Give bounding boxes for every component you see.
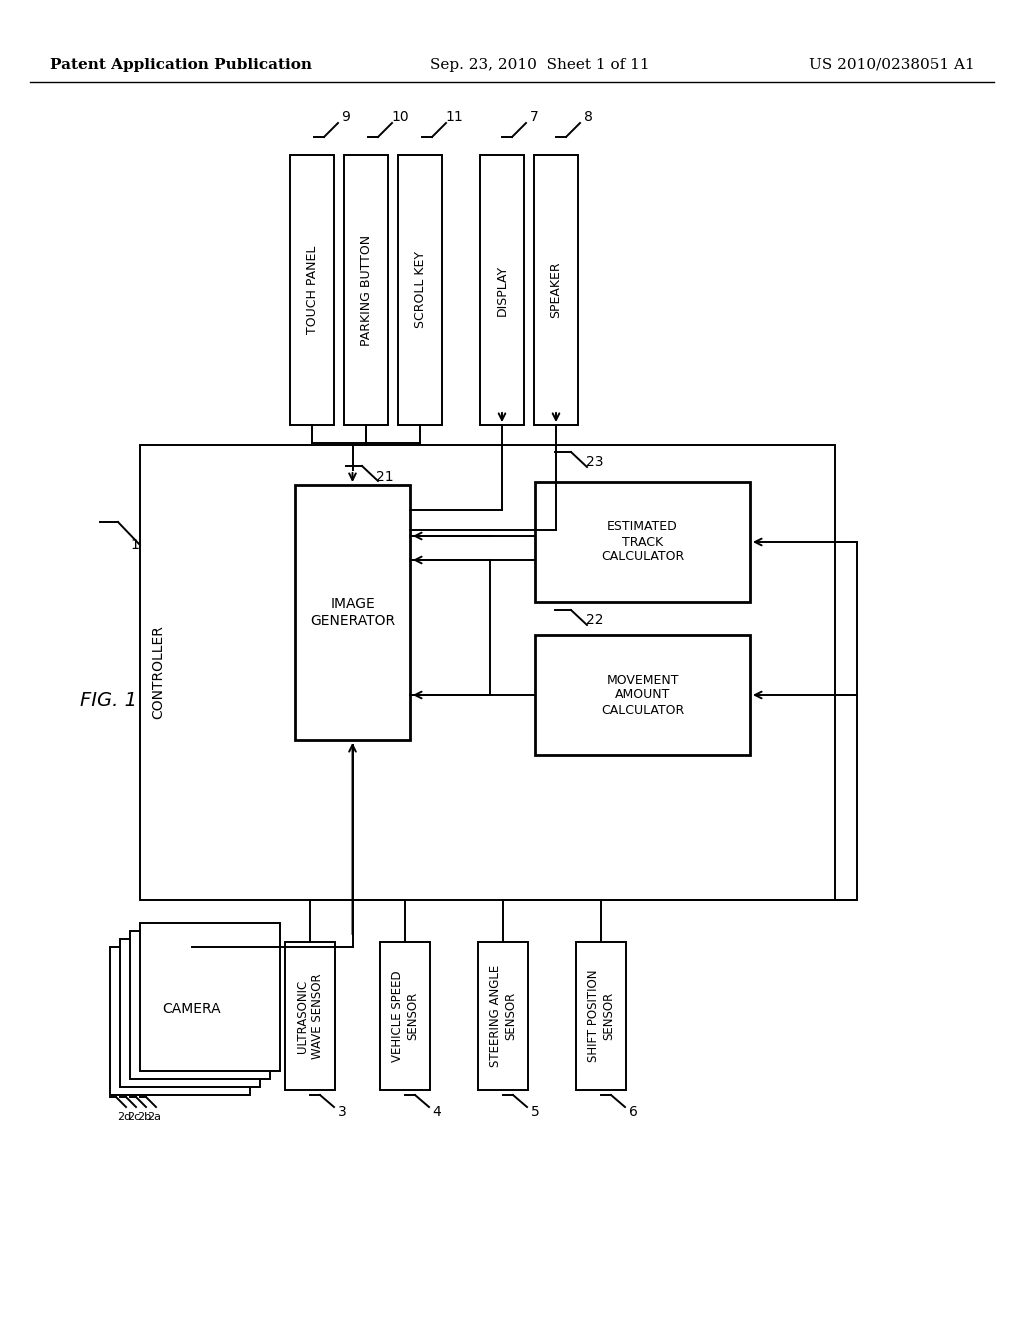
Text: MOVEMENT
AMOUNT
CALCULATOR: MOVEMENT AMOUNT CALCULATOR — [601, 673, 684, 717]
Text: 8: 8 — [584, 110, 593, 124]
Text: 23: 23 — [587, 455, 604, 469]
Bar — [575, 942, 626, 1090]
Text: ESTIMATED
TRACK
CALCULATOR: ESTIMATED TRACK CALCULATOR — [601, 520, 684, 564]
Bar — [480, 154, 524, 425]
Bar — [380, 942, 430, 1090]
Text: Patent Application Publication: Patent Application Publication — [50, 58, 312, 73]
Bar — [535, 635, 750, 755]
Bar — [130, 931, 270, 1078]
Text: SCROLL KEY: SCROLL KEY — [414, 252, 427, 329]
Text: PARKING BUTTON: PARKING BUTTON — [359, 235, 373, 346]
Bar — [290, 154, 334, 425]
Bar — [140, 445, 835, 900]
Bar — [285, 942, 335, 1090]
Text: 4: 4 — [432, 1105, 441, 1119]
Text: 6: 6 — [629, 1105, 637, 1119]
Text: 3: 3 — [338, 1105, 346, 1119]
Text: SPEAKER: SPEAKER — [550, 261, 562, 318]
Text: 2c: 2c — [127, 1111, 140, 1122]
Text: 21: 21 — [376, 470, 394, 484]
Bar — [534, 154, 578, 425]
Text: 10: 10 — [391, 110, 409, 124]
Text: SHIFT POSITION
SENSOR: SHIFT POSITION SENSOR — [587, 970, 615, 1063]
Bar — [140, 923, 280, 1071]
Bar — [110, 946, 250, 1096]
Text: 2d: 2d — [117, 1111, 131, 1122]
Bar — [398, 154, 442, 425]
Text: 2b: 2b — [137, 1111, 152, 1122]
Text: STEERING ANGLE
SENSOR: STEERING ANGLE SENSOR — [489, 965, 517, 1067]
Text: 5: 5 — [530, 1105, 540, 1119]
Bar — [295, 484, 410, 741]
Text: 9: 9 — [342, 110, 350, 124]
Text: ULTRASONIC
WAVE SENSOR: ULTRASONIC WAVE SENSOR — [296, 973, 324, 1059]
Text: 7: 7 — [529, 110, 539, 124]
Bar — [478, 942, 528, 1090]
Text: VEHICLE SPEED
SENSOR: VEHICLE SPEED SENSOR — [391, 970, 419, 1061]
Text: 11: 11 — [445, 110, 463, 124]
Text: 22: 22 — [587, 612, 604, 627]
Text: CONTROLLER: CONTROLLER — [151, 626, 165, 719]
Text: CAMERA: CAMERA — [163, 1002, 221, 1016]
Text: Sep. 23, 2010  Sheet 1 of 11: Sep. 23, 2010 Sheet 1 of 11 — [430, 58, 649, 73]
Bar — [120, 939, 260, 1086]
Text: 1: 1 — [131, 539, 139, 552]
Text: FIG. 1: FIG. 1 — [80, 690, 137, 710]
Text: IMAGE
GENERATOR: IMAGE GENERATOR — [310, 598, 395, 627]
Text: DISPLAY: DISPLAY — [496, 264, 509, 315]
Text: TOUCH PANEL: TOUCH PANEL — [305, 246, 318, 334]
Bar — [535, 482, 750, 602]
Bar — [344, 154, 388, 425]
Text: US 2010/0238051 A1: US 2010/0238051 A1 — [809, 58, 975, 73]
Text: 2a: 2a — [147, 1111, 161, 1122]
